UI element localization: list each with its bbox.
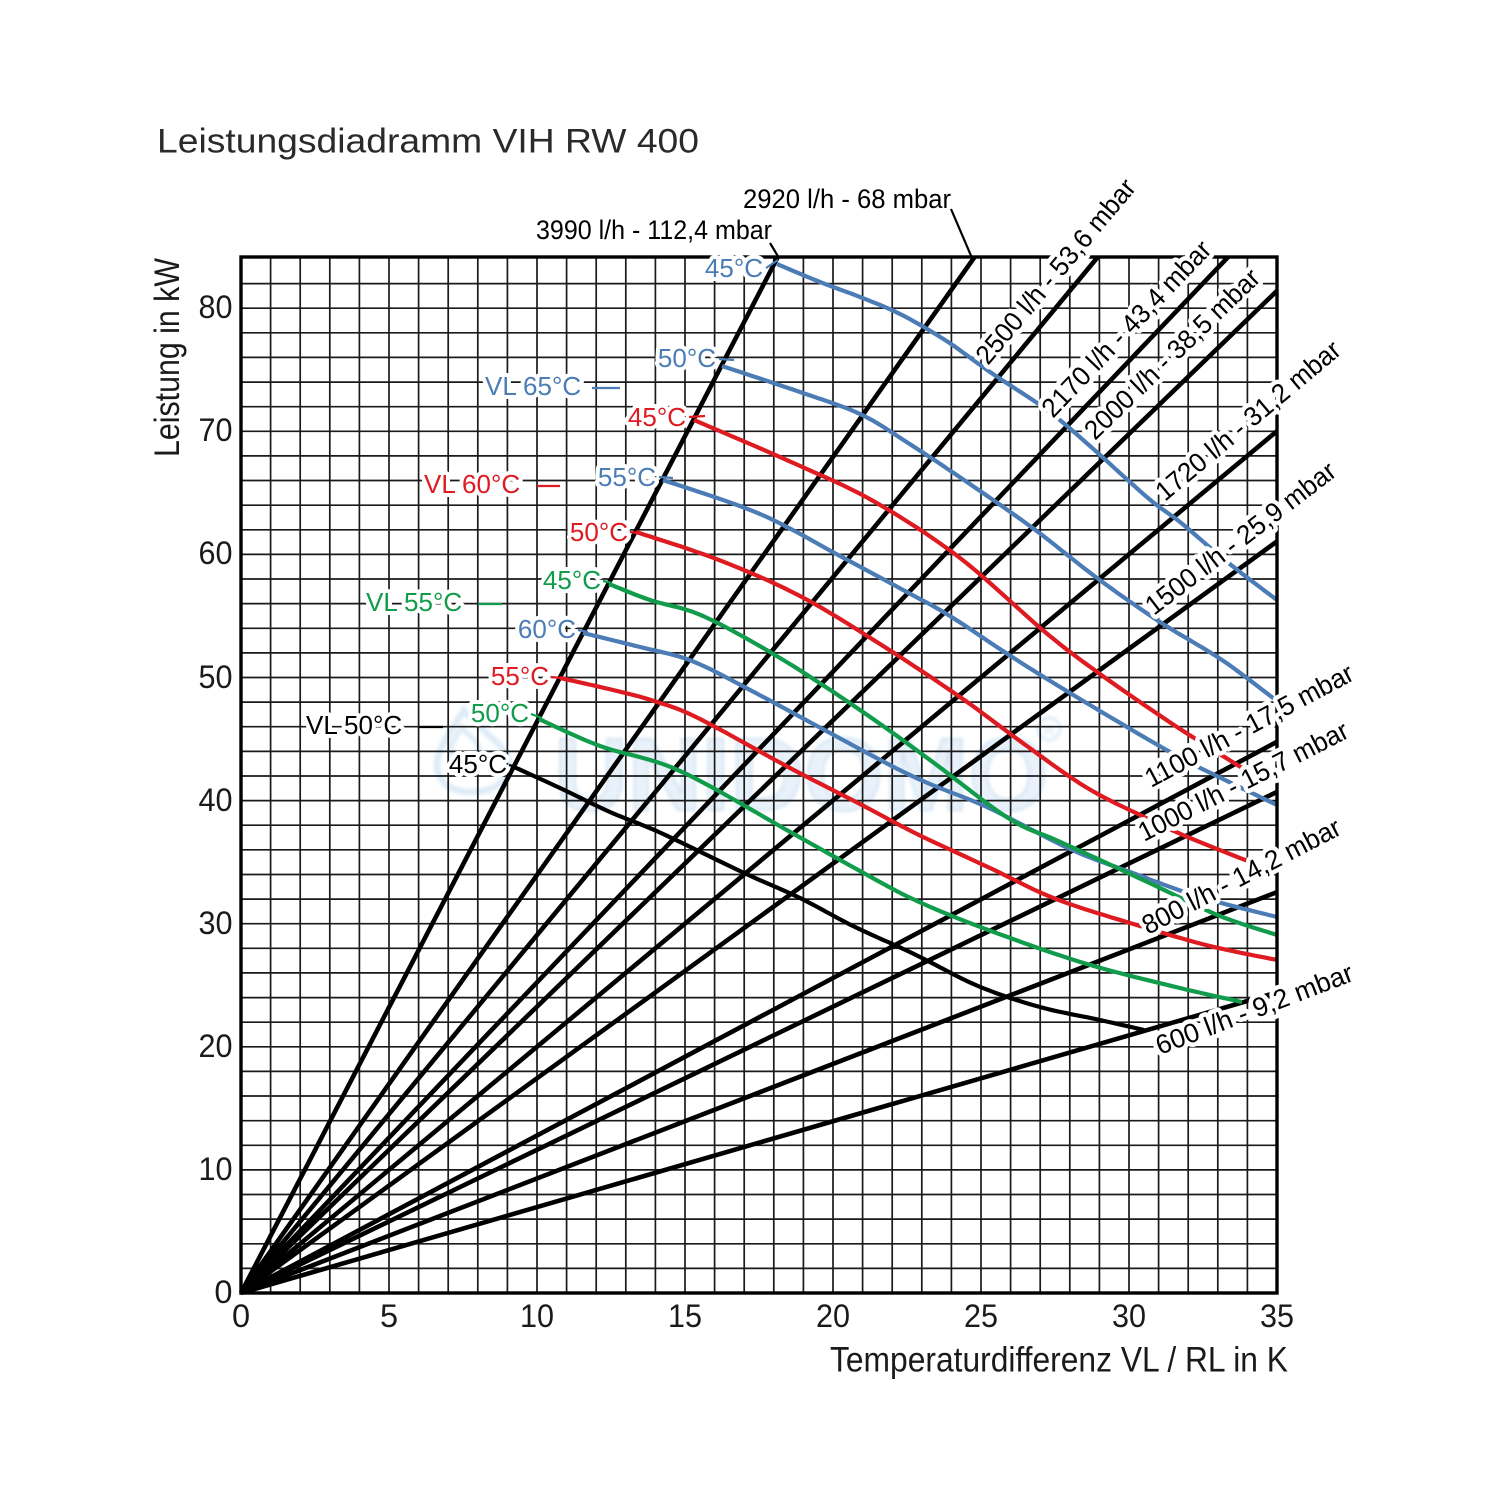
svg-text:45°C: 45°C — [449, 749, 507, 779]
svg-text:50: 50 — [199, 659, 233, 695]
svg-text:VL 55°C: VL 55°C — [366, 587, 462, 617]
svg-text:55°C: 55°C — [598, 462, 656, 492]
svg-text:VL 65°C: VL 65°C — [485, 371, 581, 401]
svg-text:Leistungsdiadramm VIH RW 400: Leistungsdiadramm VIH RW 400 — [157, 123, 699, 161]
svg-text:VL 60°C: VL 60°C — [424, 469, 520, 499]
svg-text:0: 0 — [232, 1298, 250, 1334]
svg-text:35: 35 — [1260, 1298, 1294, 1334]
svg-text:20: 20 — [816, 1298, 850, 1334]
svg-text:Temperaturdifferenz VL / RL in: Temperaturdifferenz VL / RL in K — [830, 1340, 1288, 1380]
svg-text:30: 30 — [199, 905, 233, 941]
svg-text:2920 l/h - 68 mbar: 2920 l/h - 68 mbar — [743, 184, 951, 214]
svg-text:5: 5 — [380, 1298, 398, 1334]
svg-text:45°C: 45°C — [628, 402, 686, 432]
svg-text:60: 60 — [199, 535, 233, 571]
svg-text:VL 50°C: VL 50°C — [306, 710, 402, 740]
svg-text:50°C: 50°C — [471, 698, 529, 728]
svg-text:3990 l/h - 112,4 mbar: 3990 l/h - 112,4 mbar — [536, 215, 772, 245]
svg-text:45°C: 45°C — [705, 253, 763, 283]
svg-text:10: 10 — [199, 1151, 233, 1187]
svg-text:15: 15 — [668, 1298, 702, 1334]
svg-text:50°C: 50°C — [658, 343, 716, 373]
svg-text:45°C: 45°C — [543, 565, 601, 595]
svg-text:0: 0 — [214, 1274, 232, 1310]
svg-text:R: R — [1044, 722, 1055, 739]
svg-text:50°C: 50°C — [570, 517, 628, 547]
svg-text:20: 20 — [199, 1028, 233, 1064]
svg-text:60°C: 60°C — [518, 614, 576, 644]
svg-text:40: 40 — [199, 782, 233, 818]
svg-text:Leistung in kW: Leistung in kW — [147, 258, 187, 457]
svg-text:10: 10 — [520, 1298, 554, 1334]
svg-text:25: 25 — [964, 1298, 998, 1334]
svg-text:80: 80 — [199, 289, 233, 325]
svg-text:70: 70 — [199, 412, 233, 448]
svg-text:55°C: 55°C — [491, 661, 549, 691]
svg-text:30: 30 — [1112, 1298, 1146, 1334]
